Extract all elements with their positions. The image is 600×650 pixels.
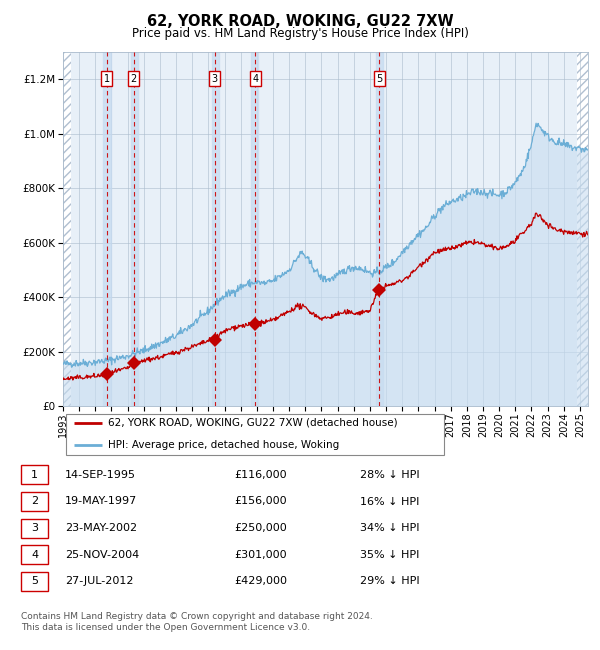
Text: 4: 4 bbox=[31, 550, 38, 560]
FancyBboxPatch shape bbox=[21, 572, 48, 591]
Text: 4: 4 bbox=[252, 73, 258, 84]
FancyBboxPatch shape bbox=[21, 465, 48, 484]
Text: £116,000: £116,000 bbox=[235, 470, 287, 480]
Text: 28% ↓ HPI: 28% ↓ HPI bbox=[360, 470, 419, 480]
Text: 1: 1 bbox=[31, 470, 38, 480]
Text: Price paid vs. HM Land Registry's House Price Index (HPI): Price paid vs. HM Land Registry's House … bbox=[131, 27, 469, 40]
FancyBboxPatch shape bbox=[21, 492, 48, 511]
Text: 23-MAY-2002: 23-MAY-2002 bbox=[65, 523, 137, 533]
Text: 16% ↓ HPI: 16% ↓ HPI bbox=[360, 497, 419, 506]
Text: 2: 2 bbox=[131, 73, 137, 84]
Text: Contains HM Land Registry data © Crown copyright and database right 2024.
This d: Contains HM Land Registry data © Crown c… bbox=[21, 612, 373, 632]
Text: 3: 3 bbox=[212, 73, 218, 84]
Text: 62, YORK ROAD, WOKING, GU22 7XW (detached house): 62, YORK ROAD, WOKING, GU22 7XW (detache… bbox=[107, 418, 397, 428]
FancyBboxPatch shape bbox=[21, 519, 48, 538]
Text: 29% ↓ HPI: 29% ↓ HPI bbox=[360, 577, 419, 586]
Text: 3: 3 bbox=[31, 523, 38, 533]
Text: 25-NOV-2004: 25-NOV-2004 bbox=[65, 550, 139, 560]
Text: 1: 1 bbox=[104, 73, 110, 84]
Text: 14-SEP-1995: 14-SEP-1995 bbox=[65, 470, 136, 480]
Text: £301,000: £301,000 bbox=[235, 550, 287, 560]
Text: £250,000: £250,000 bbox=[235, 523, 287, 533]
Bar bbox=[103, 52, 110, 406]
Bar bbox=[131, 52, 138, 406]
Text: 62, YORK ROAD, WOKING, GU22 7XW: 62, YORK ROAD, WOKING, GU22 7XW bbox=[146, 14, 454, 29]
Text: 5: 5 bbox=[376, 73, 382, 84]
Text: 2: 2 bbox=[31, 497, 38, 506]
Text: HPI: Average price, detached house, Woking: HPI: Average price, detached house, Woki… bbox=[107, 440, 339, 450]
Text: £429,000: £429,000 bbox=[235, 577, 287, 586]
Text: £156,000: £156,000 bbox=[235, 497, 287, 506]
Text: 34% ↓ HPI: 34% ↓ HPI bbox=[360, 523, 419, 533]
Bar bbox=[376, 52, 383, 406]
FancyBboxPatch shape bbox=[21, 545, 48, 564]
FancyBboxPatch shape bbox=[65, 414, 443, 454]
Text: 35% ↓ HPI: 35% ↓ HPI bbox=[360, 550, 419, 560]
Bar bbox=[212, 52, 219, 406]
Text: 19-MAY-1997: 19-MAY-1997 bbox=[65, 497, 137, 506]
Text: 27-JUL-2012: 27-JUL-2012 bbox=[65, 577, 133, 586]
Text: 5: 5 bbox=[31, 577, 38, 586]
Bar bbox=[251, 52, 259, 406]
